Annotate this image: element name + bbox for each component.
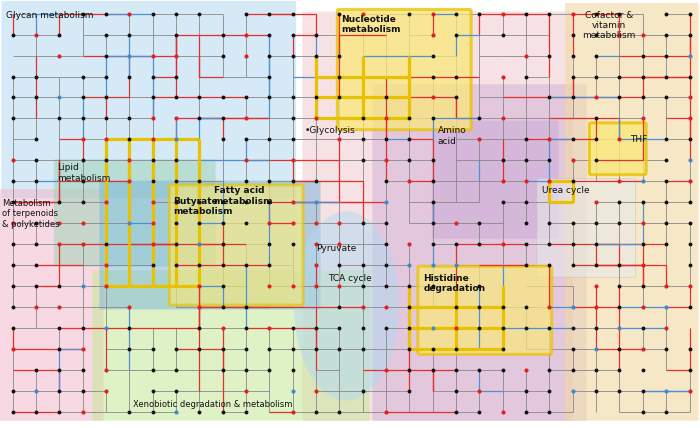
Text: Xenobiotic degradation & metabolism: Xenobiotic degradation & metabolism — [133, 400, 293, 409]
Text: •Glycolysis: •Glycolysis — [304, 126, 355, 135]
Text: Urea cycle: Urea cycle — [542, 186, 590, 195]
FancyBboxPatch shape — [54, 159, 216, 267]
Text: THF: THF — [630, 135, 648, 144]
Text: Cofactor &
vitamin
metabolism: Cofactor & vitamin metabolism — [582, 11, 636, 41]
FancyBboxPatch shape — [302, 12, 573, 421]
Text: Nucleotide
metabolism: Nucleotide metabolism — [342, 15, 401, 34]
FancyBboxPatch shape — [589, 123, 646, 175]
FancyBboxPatch shape — [1, 1, 296, 198]
Text: Butyrate
metabolism: Butyrate metabolism — [174, 197, 233, 216]
FancyBboxPatch shape — [537, 178, 636, 277]
Text: Fatty acid
metabolism: Fatty acid metabolism — [214, 186, 273, 205]
FancyBboxPatch shape — [0, 189, 104, 421]
Text: TCA cycle: TCA cycle — [328, 274, 372, 283]
Text: Glycan metabolism: Glycan metabolism — [6, 11, 93, 20]
FancyBboxPatch shape — [337, 9, 471, 130]
FancyBboxPatch shape — [99, 181, 321, 309]
FancyBboxPatch shape — [565, 3, 699, 421]
Text: Amino
acid: Amino acid — [438, 126, 466, 146]
FancyBboxPatch shape — [432, 121, 559, 239]
Text: Lipid
metabolism: Lipid metabolism — [57, 163, 111, 183]
Ellipse shape — [294, 211, 399, 401]
FancyBboxPatch shape — [92, 270, 370, 421]
FancyBboxPatch shape — [418, 266, 552, 354]
Text: Histidine
degradation: Histidine degradation — [424, 274, 486, 293]
FancyBboxPatch shape — [372, 84, 587, 421]
FancyBboxPatch shape — [169, 185, 303, 305]
Text: Pyruvate: Pyruvate — [316, 244, 357, 253]
Text: Metabolism
of terpenoids
& polyketides: Metabolism of terpenoids & polyketides — [2, 199, 60, 229]
